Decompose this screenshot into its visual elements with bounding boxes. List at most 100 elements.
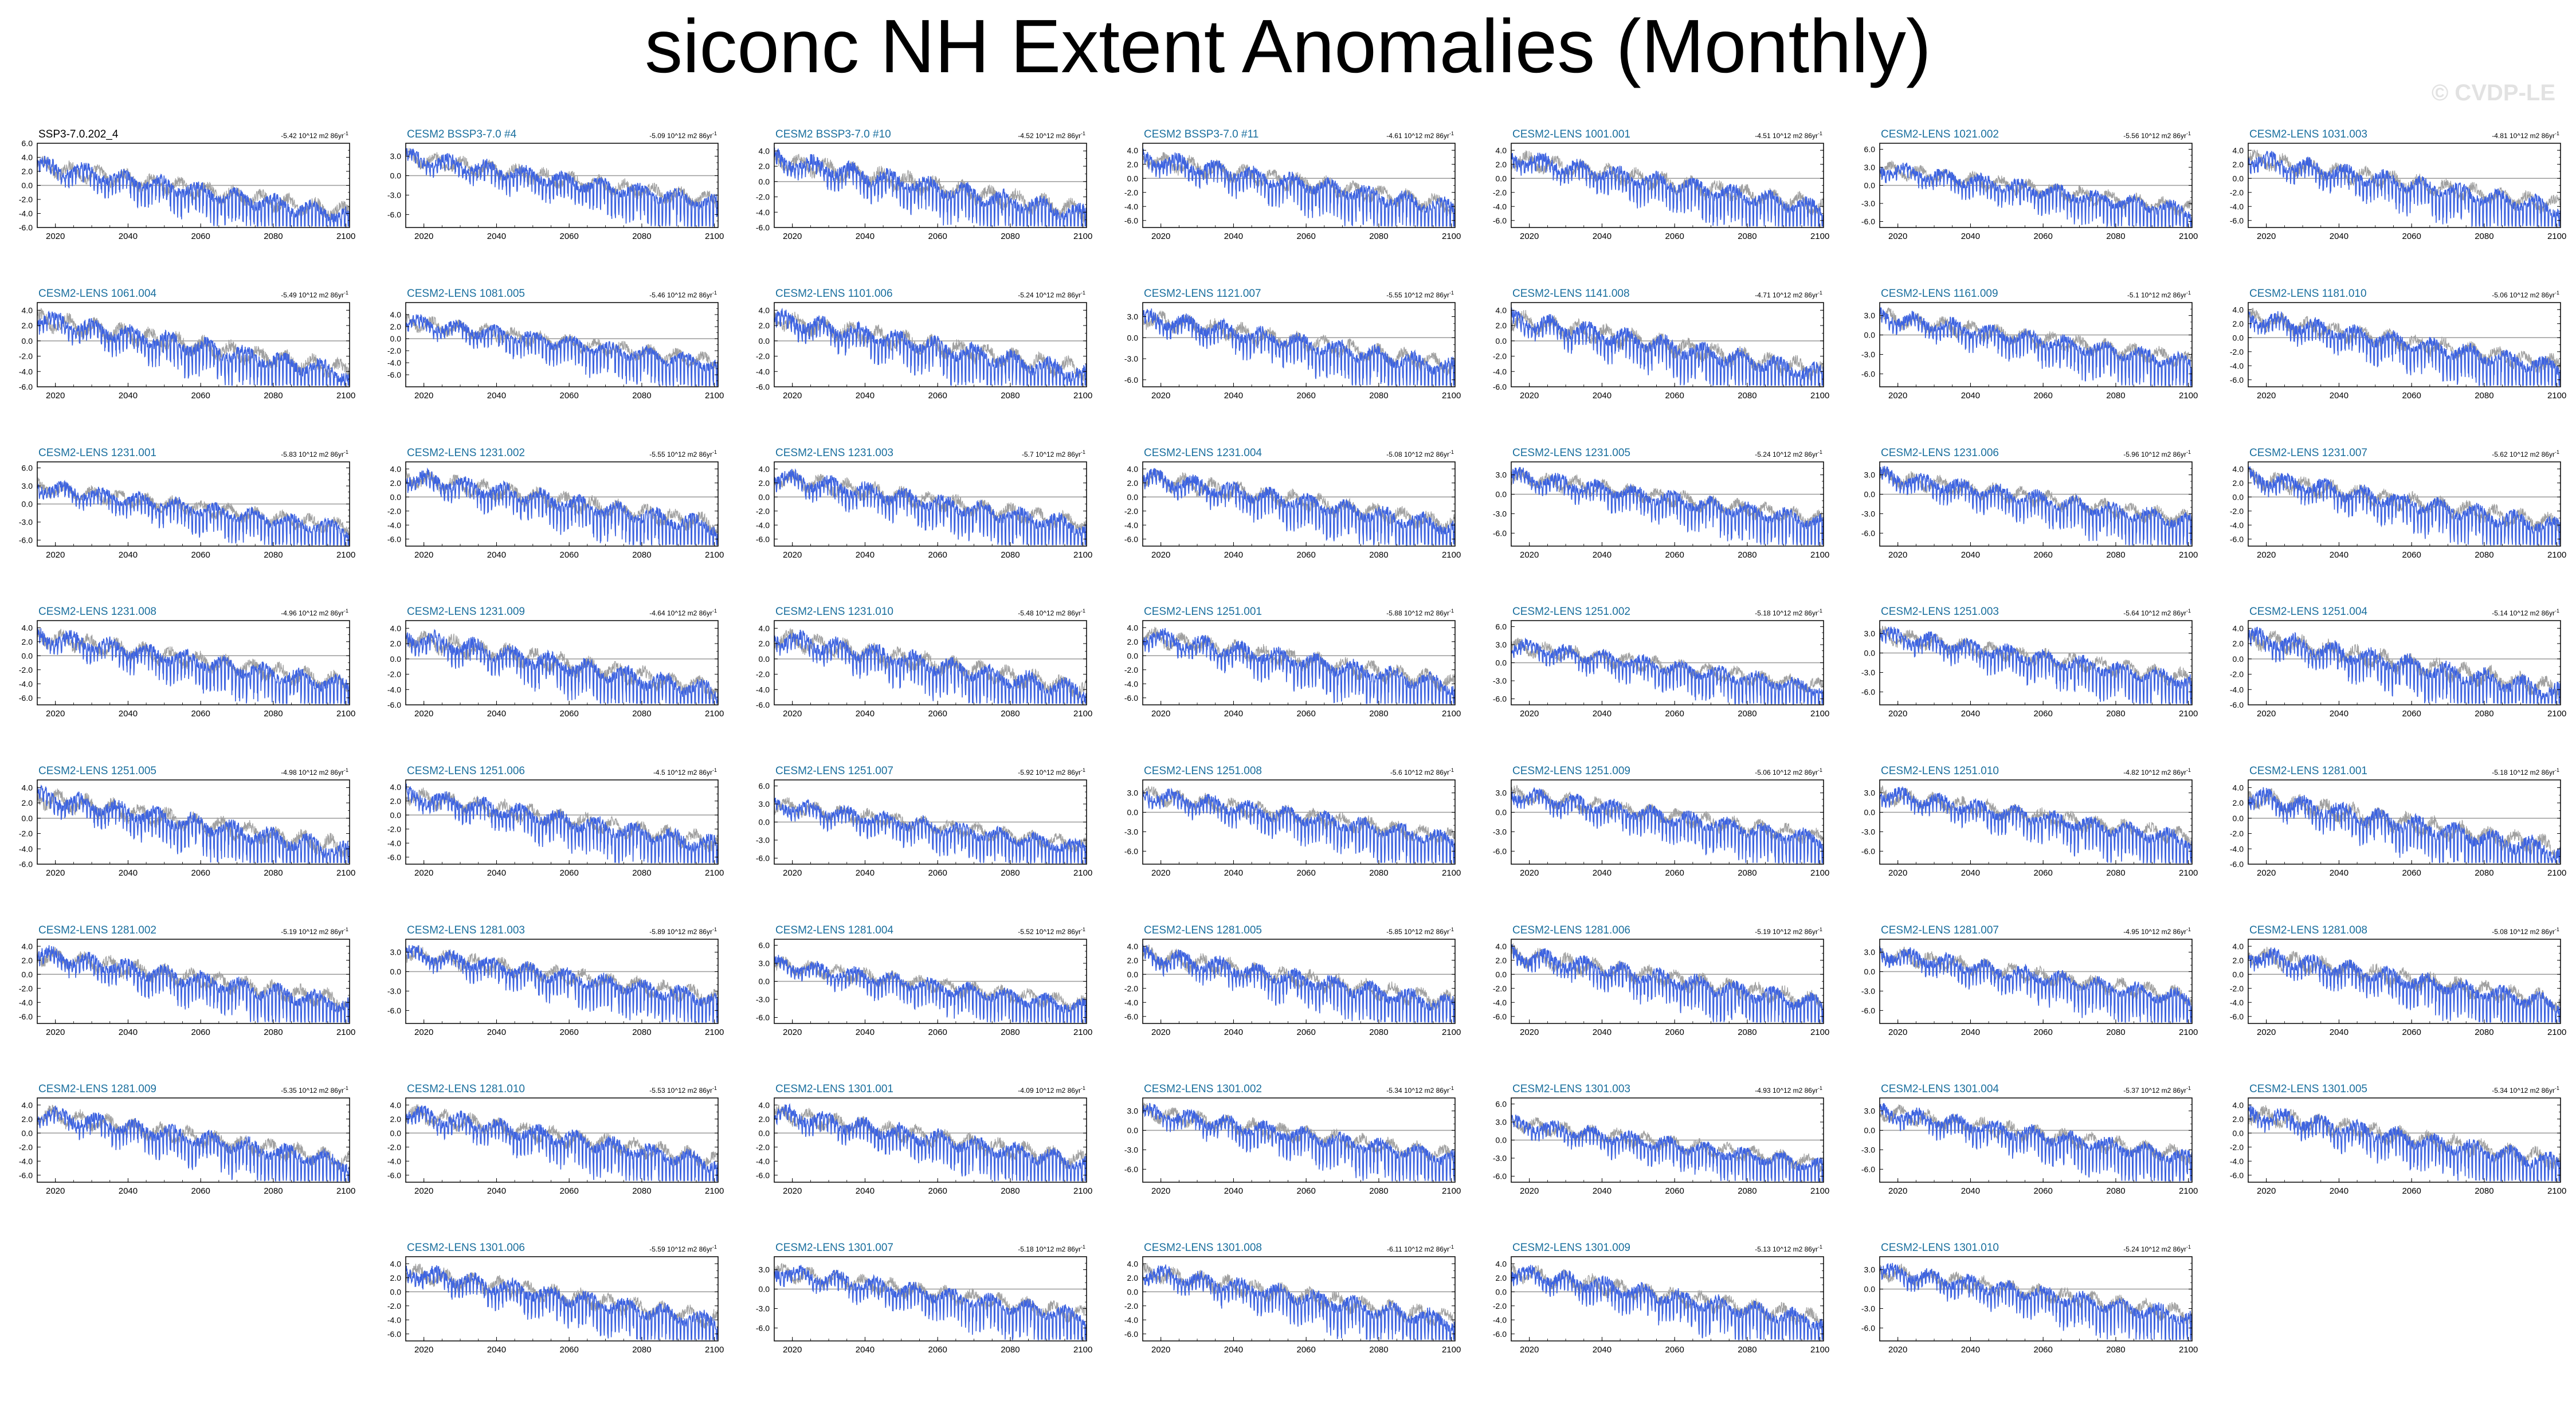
x-tick-label: 2100 [2179, 1345, 2198, 1355]
panel-plot: 3.0 0.0 -3.0 -6.0 2020 2040 2060 2080 2100 [1493, 779, 1829, 878]
x-tick-label: 2040 [119, 550, 138, 560]
y-tick-label: 2.0 [1127, 160, 1139, 169]
chart-panel: CESM2-LENS 1301.005 -5.34 10^12 m2 86yr-1… [2220, 1082, 2566, 1211]
y-tick-label: 3.0 [1864, 789, 1876, 798]
y-tick-label: 4.0 [22, 623, 33, 632]
x-tick-label: 2040 [856, 232, 875, 241]
chart-panel: CESM2-LENS 1301.001 -4.09 10^12 m2 86yr-1… [746, 1082, 1092, 1211]
plot-frame [2248, 620, 2561, 705]
panel-plot: 3.0 0.0 -3.0 -6.0 2020 2040 2060 2080 2100 [1861, 302, 2198, 401]
trend-unit-exponent: -1 [1080, 449, 1085, 455]
panel-trend: -5.89 10^12 m2 86yr-1 [649, 927, 717, 936]
y-tick-label: 6.0 [1864, 145, 1876, 154]
y-tick-label: -6.0 [1861, 1323, 1875, 1332]
trend-unit: 10^12 m2 86yr [1403, 609, 1449, 617]
x-tick-label: 2020 [1520, 232, 1539, 241]
y-tick-label: 2.0 [1127, 956, 1139, 965]
trend-unit-exponent: -1 [1080, 131, 1085, 136]
y-tick-label: -2.0 [2230, 670, 2244, 679]
y-tick-label: 3.0 [390, 152, 402, 161]
panel-title: CESM2-LENS 1301.002 [1144, 1083, 1262, 1095]
trend-unit: 10^12 m2 86yr [666, 291, 712, 299]
x-tick-label: 2100 [1073, 550, 1092, 560]
panel-trend: -5.08 10^12 m2 86yr-1 [1386, 449, 1454, 458]
trend-value: -5.1 [2127, 291, 2139, 299]
panel-trend: -4.52 10^12 m2 86yr-1 [1018, 131, 1085, 140]
x-tick-label: 2040 [856, 868, 875, 878]
chart-panel: CESM2-LENS 1281.005 -5.85 10^12 m2 86yr-1… [1114, 923, 1461, 1053]
panel-title: CESM2-LENS 1231.003 [775, 447, 893, 459]
trend-unit: 10^12 m2 86yr [2140, 132, 2186, 140]
x-tick-label: 2020 [46, 550, 65, 560]
x-tick-label: 2100 [1810, 232, 1829, 241]
trend-value: -5.56 [2123, 132, 2139, 140]
y-tick-label: -6.0 [2230, 216, 2244, 225]
y-tick-label: 3.0 [1496, 1117, 1507, 1127]
trend-value: -5.89 [649, 928, 665, 936]
x-tick-label: 2060 [928, 868, 947, 878]
x-tick-label: 2040 [487, 709, 506, 719]
x-tick-label: 2060 [2033, 1345, 2052, 1355]
y-tick-label: 4.0 [22, 1100, 33, 1109]
y-tick-label: -2.0 [756, 670, 770, 679]
y-tick-label: -2.0 [2230, 1143, 2244, 1152]
x-tick-label: 2100 [2179, 868, 2198, 878]
y-tick-label: 6.0 [1496, 1100, 1507, 1109]
y-tick-label: 3.0 [1864, 1265, 1876, 1274]
plot-frame [405, 939, 719, 1024]
y-tick-label: -3.0 [1861, 350, 1875, 359]
x-tick-label: 2040 [2330, 550, 2348, 560]
x-tick-label: 2080 [2106, 232, 2125, 241]
x-tick-label: 2020 [2257, 391, 2276, 401]
panel-title: CESM2-LENS 1231.008 [38, 606, 156, 618]
y-tick-label: -6.0 [387, 853, 401, 862]
trend-unit-exponent: -1 [1817, 1244, 1822, 1250]
x-tick-label: 2080 [264, 232, 283, 241]
x-tick-label: 2060 [559, 709, 578, 719]
x-tick-label: 2100 [2179, 232, 2198, 241]
y-tick-label: -6.0 [387, 700, 401, 709]
member-anomaly-line [37, 945, 350, 1023]
panel-plot: 4.0 2.0 0.0 -2.0 -4.0 -6.0 2020 2040 2060 2080 210… [387, 1097, 724, 1196]
x-tick-label: 2040 [1593, 1027, 1612, 1037]
chart-panel: CESM2-LENS 1281.003 -5.89 10^12 m2 86yr-1… [377, 923, 724, 1053]
x-tick-label: 2100 [1810, 1345, 1829, 1355]
panel-title: CESM2-LENS 1251.002 [1512, 606, 1630, 618]
y-tick-label: -6.0 [1861, 217, 1875, 226]
y-tick-label: -3.0 [387, 190, 401, 199]
x-tick-label: 2080 [2475, 550, 2493, 560]
y-tick-label: -4.0 [19, 844, 33, 853]
panel-trend: -5.6 10^12 m2 86yr-1 [1390, 767, 1454, 776]
trend-unit-exponent: -1 [1449, 1244, 1454, 1250]
panel-trend: -5.46 10^12 m2 86yr-1 [649, 290, 717, 299]
chart-panel: CESM2-LENS 1251.003 -5.64 10^12 m2 86yr-1… [1851, 605, 2198, 734]
panel-title: CESM2-LENS 1301.004 [1881, 1083, 1999, 1095]
x-tick-label: 2060 [559, 1186, 578, 1196]
x-tick-label: 2080 [1001, 1186, 1020, 1196]
panel-title: CESM2-LENS 1061.004 [38, 288, 156, 300]
panel-title: CESM2-LENS 1301.005 [2249, 1083, 2367, 1095]
y-tick-label: -2.0 [1493, 188, 1507, 197]
trend-value: -5.19 [1755, 928, 1771, 936]
x-tick-label: 2080 [1738, 1027, 1756, 1037]
x-tick-label: 2080 [2475, 868, 2493, 878]
y-tick-label: 4.0 [390, 1259, 402, 1268]
x-tick-label: 2040 [1224, 391, 1243, 401]
y-tick-label: 0.0 [1864, 1126, 1876, 1135]
y-tick-label: -4.0 [1124, 202, 1138, 211]
plot-frame [37, 779, 350, 865]
plot-frame [1511, 461, 1824, 547]
x-tick-label: 2040 [856, 709, 875, 719]
x-tick-label: 2020 [46, 709, 65, 719]
member-anomaly-line [1511, 466, 1824, 546]
x-tick-label: 2080 [632, 1027, 651, 1037]
chart-panel: CESM2-LENS 1231.004 -5.08 10^12 m2 86yr-1… [1114, 446, 1461, 575]
x-tick-label: 2100 [2179, 1186, 2198, 1196]
panel-title: CESM2-LENS 1231.007 [2249, 447, 2367, 459]
y-tick-label: 6.0 [1496, 622, 1507, 631]
x-tick-label: 2060 [1296, 1345, 1315, 1355]
trend-unit-exponent: -1 [2186, 131, 2191, 136]
trend-value: -5.18 [1755, 609, 1771, 617]
y-tick-label: 3.0 [1864, 629, 1876, 638]
x-tick-label: 2100 [336, 1027, 355, 1037]
